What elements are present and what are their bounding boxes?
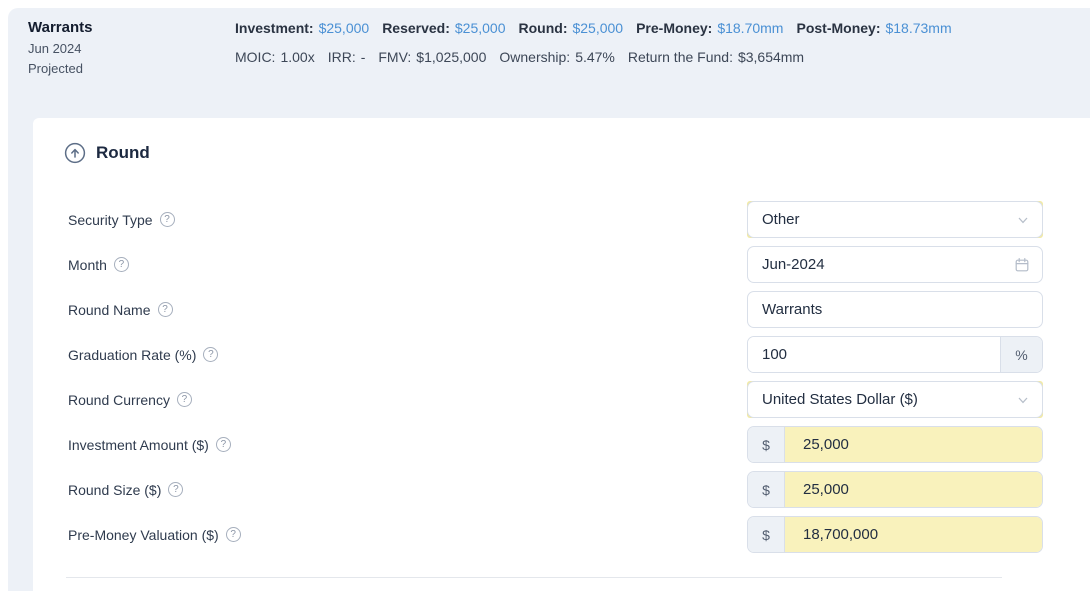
investment-amount-group: $ 25,000 (747, 426, 1043, 463)
help-icon[interactable]: ? (225, 527, 241, 542)
graduation-rate-input[interactable]: 100 (748, 337, 1000, 372)
round-header: Warrants Jun 2024 Projected (28, 17, 92, 79)
month-input[interactable]: Jun-2024 (747, 246, 1043, 283)
pre-money-valuation-label: Pre-Money Valuation ($) (68, 526, 219, 543)
round-name-input[interactable]: Warrants (747, 291, 1043, 328)
stats-row-secondary: MOIC: 1.00x IRR: - FMV: $1,025,000 Ownershi… (235, 47, 952, 67)
collapse-section-icon[interactable] (64, 142, 86, 164)
round-currency-label: Round Currency (68, 391, 170, 408)
form-row-investment-amount: Investment Amount ($) ? $ 25,000 (68, 422, 1043, 467)
form-row-round-currency: Round Currency ? United States Dollar ($… (68, 377, 1043, 422)
stat-fmv: FMV: $1,025,000 (378, 49, 487, 65)
form-row-graduation-rate: Graduation Rate (%) ? 100 % (68, 332, 1043, 377)
round-form-card: Round Security Type ? Other (33, 118, 1090, 591)
dollar-prefix: $ (748, 472, 785, 507)
stat-investment: Investment: $25,000 (235, 20, 370, 36)
form-row-security-type: Security Type ? Other (68, 197, 1043, 242)
form-row-pre-money-valuation: Pre-Money Valuation ($) ? $ 18,700,000 (68, 512, 1043, 557)
stat-post-money: Post-Money: $18.73mm (796, 20, 952, 36)
pre-money-valuation-input[interactable]: 18,700,000 (785, 517, 1042, 552)
round-size-label: Round Size ($) (68, 481, 162, 498)
stat-ownership: Ownership: 5.47% (499, 49, 615, 65)
form-row-round-size: Round Size ($) ? $ 25,000 (68, 467, 1043, 512)
help-icon[interactable]: ? (203, 347, 219, 362)
stat-pre-money: Pre-Money: $18.70mm (636, 20, 784, 36)
section-divider (66, 577, 1002, 578)
investment-amount-input[interactable]: 25,000 (785, 427, 1042, 462)
stat-irr: IRR: - (327, 49, 366, 65)
dollar-prefix: $ (748, 517, 785, 552)
form-row-month: Month ? Jun-2024 (68, 242, 1043, 287)
round-stats: Investment: $25,000 Reserved: $25,000 Roun… (235, 17, 952, 67)
graduation-rate-group: 100 % (747, 336, 1043, 373)
help-icon[interactable]: ? (157, 302, 173, 317)
investment-amount-label: Investment Amount ($) (68, 436, 209, 453)
security-type-select[interactable]: Other (747, 201, 1043, 238)
percent-suffix: % (1000, 337, 1042, 372)
stat-round: Round: $25,000 (518, 20, 624, 36)
form-row-round-name: Round Name ? Warrants (68, 287, 1043, 332)
graduation-rate-label: Graduation Rate (%) (68, 346, 197, 363)
month-label: Month (68, 256, 107, 273)
round-status: Projected (28, 61, 83, 76)
round-currency-select[interactable]: United States Dollar ($) (747, 381, 1043, 418)
help-icon[interactable]: ? (159, 212, 175, 227)
pre-money-valuation-group: $ 18,700,000 (747, 516, 1043, 553)
round-date: Jun 2024 (28, 41, 82, 56)
help-icon[interactable]: ? (215, 437, 231, 452)
security-type-label: Security Type (68, 211, 153, 228)
chevron-down-icon (1016, 213, 1030, 227)
stat-moic: MOIC: 1.00x (235, 49, 315, 65)
round-form: Security Type ? Other Month (68, 197, 1043, 557)
section-title: Round (96, 143, 150, 162)
stat-reserved: Reserved: $25,000 (382, 20, 506, 36)
chevron-down-icon (1016, 393, 1030, 407)
round-size-group: $ 25,000 (747, 471, 1043, 508)
round-size-input[interactable]: 25,000 (785, 472, 1042, 507)
help-icon[interactable]: ? (176, 392, 192, 407)
round-title: Warrants (28, 19, 93, 36)
dollar-prefix: $ (748, 427, 785, 462)
help-icon[interactable]: ? (113, 257, 129, 272)
stats-row-primary: Investment: $25,000 Reserved: $25,000 Roun… (235, 17, 952, 39)
round-section-header: Round (64, 142, 150, 164)
calendar-icon (1014, 257, 1030, 273)
round-name-label: Round Name (68, 301, 151, 318)
help-icon[interactable]: ? (168, 482, 184, 497)
stat-return-the-fund: Return the Fund: $3,654mm (627, 49, 805, 65)
